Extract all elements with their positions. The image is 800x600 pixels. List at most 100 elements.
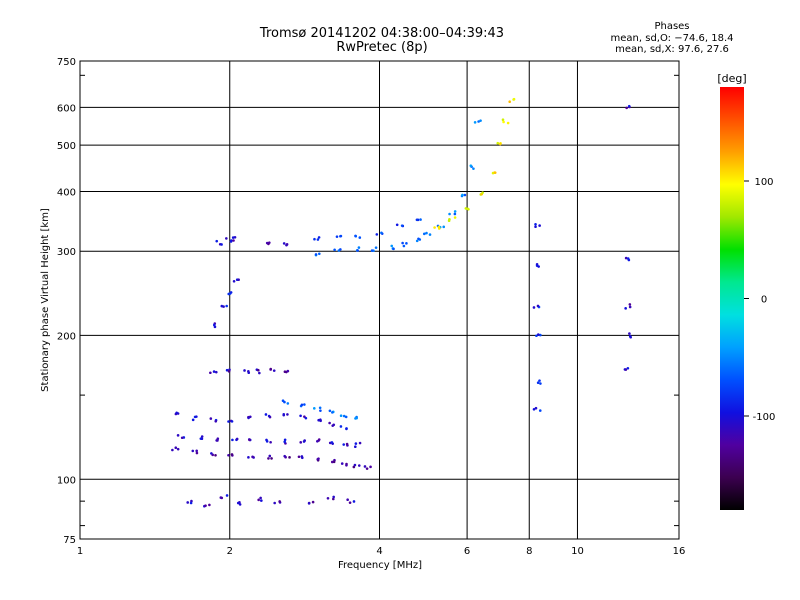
- chart-title: Tromsø 20141202 04:38:00–04:39:43: [259, 26, 505, 41]
- echo-point: [370, 249, 374, 252]
- echo-point: [257, 498, 260, 502]
- y-tick-label: 750: [57, 57, 76, 68]
- echo-point: [200, 435, 204, 438]
- echo-point: [392, 247, 395, 251]
- echo-point: [328, 421, 331, 425]
- echo-point: [539, 333, 542, 337]
- echo-point: [433, 226, 436, 229]
- echo-point: [405, 242, 408, 245]
- colorbar-ticks: 100 0 -100: [744, 177, 775, 423]
- echo-point: [191, 449, 195, 453]
- echo-point: [335, 235, 339, 238]
- echo-point: [219, 496, 223, 499]
- echo-point: [506, 121, 510, 125]
- echo-point: [286, 402, 290, 405]
- echo-point: [209, 417, 213, 420]
- echo-point: [232, 239, 235, 242]
- echo-point: [231, 438, 234, 442]
- echo-point: [453, 212, 457, 216]
- echo-point: [307, 502, 311, 505]
- echo-point: [479, 119, 482, 122]
- echo-point: [333, 248, 336, 252]
- echo-point: [195, 415, 198, 418]
- echo-point: [425, 231, 428, 235]
- echo-point: [401, 241, 404, 245]
- echo-point: [269, 440, 272, 444]
- echo-point: [331, 411, 334, 414]
- y-tick-label: 600: [57, 103, 76, 114]
- echo-point: [345, 463, 348, 467]
- echo-point: [268, 454, 272, 458]
- echo-point: [539, 382, 542, 385]
- echo-point: [536, 381, 540, 384]
- echo-point: [422, 232, 426, 236]
- echo-point: [536, 333, 540, 336]
- y-axis-label: Stationary phase Virtual Height [km]: [40, 208, 51, 392]
- echo-point: [448, 212, 451, 216]
- echo-point: [317, 457, 320, 460]
- x-tick-label: 16: [673, 546, 686, 557]
- echo-point: [352, 500, 356, 503]
- echo-point: [380, 231, 383, 235]
- echo-point: [230, 453, 234, 456]
- echo-point: [214, 453, 217, 457]
- echo-point: [535, 334, 538, 338]
- echo-point: [232, 279, 236, 283]
- y-tick-label: 300: [57, 247, 76, 258]
- echo-point: [283, 400, 286, 404]
- x-tick-label: 6: [464, 546, 470, 557]
- echo-point: [317, 236, 321, 239]
- echo-point: [304, 416, 308, 420]
- echo-point: [270, 457, 273, 460]
- echo-point: [215, 239, 219, 243]
- echo-point: [536, 304, 540, 308]
- echo-point: [354, 445, 357, 449]
- echo-point: [428, 233, 432, 236]
- echo-point: [316, 439, 319, 443]
- echo-point: [265, 440, 269, 443]
- legend-o-mode: mean, sd,O: −74.6, 18.4: [610, 32, 734, 44]
- data-points: [171, 97, 632, 508]
- echo-point: [199, 437, 203, 440]
- chart-subtitle: RwPretec (8p): [336, 40, 428, 55]
- echo-point: [467, 207, 470, 211]
- echo-point: [237, 278, 240, 282]
- y-tick-label: 75: [63, 535, 76, 546]
- echo-point: [318, 406, 322, 410]
- echo-point: [171, 448, 174, 452]
- echo-point: [447, 219, 451, 223]
- echo-point: [496, 141, 500, 145]
- echo-point: [278, 500, 281, 503]
- echo-point: [247, 456, 250, 459]
- echo-point: [230, 420, 234, 423]
- echo-point: [249, 415, 252, 419]
- echo-point: [534, 223, 537, 226]
- echo-point: [259, 496, 262, 500]
- colorbar-tick-label: 0: [761, 295, 767, 306]
- echo-point: [419, 218, 422, 221]
- echo-point: [346, 498, 349, 501]
- echo-point: [512, 97, 516, 101]
- echo-point: [437, 227, 441, 230]
- echo-point: [229, 291, 233, 294]
- echo-point: [417, 237, 420, 241]
- echo-point: [176, 447, 180, 451]
- echo-point: [330, 441, 334, 444]
- echo-point: [225, 494, 229, 497]
- echo-point: [316, 238, 320, 241]
- echo-point: [312, 407, 316, 410]
- echo-point: [339, 234, 342, 238]
- echo-point: [344, 415, 348, 419]
- echo-point: [247, 371, 251, 375]
- echo-point: [319, 419, 322, 423]
- echo-point: [356, 249, 359, 252]
- echo-point: [477, 120, 480, 123]
- echo-point: [176, 434, 180, 437]
- echo-point: [353, 463, 357, 467]
- echo-point: [339, 414, 343, 417]
- echo-point: [538, 409, 542, 412]
- echo-point: [235, 437, 239, 441]
- echo-point: [626, 257, 630, 260]
- echo-point: [628, 332, 631, 335]
- echo-point: [481, 191, 484, 194]
